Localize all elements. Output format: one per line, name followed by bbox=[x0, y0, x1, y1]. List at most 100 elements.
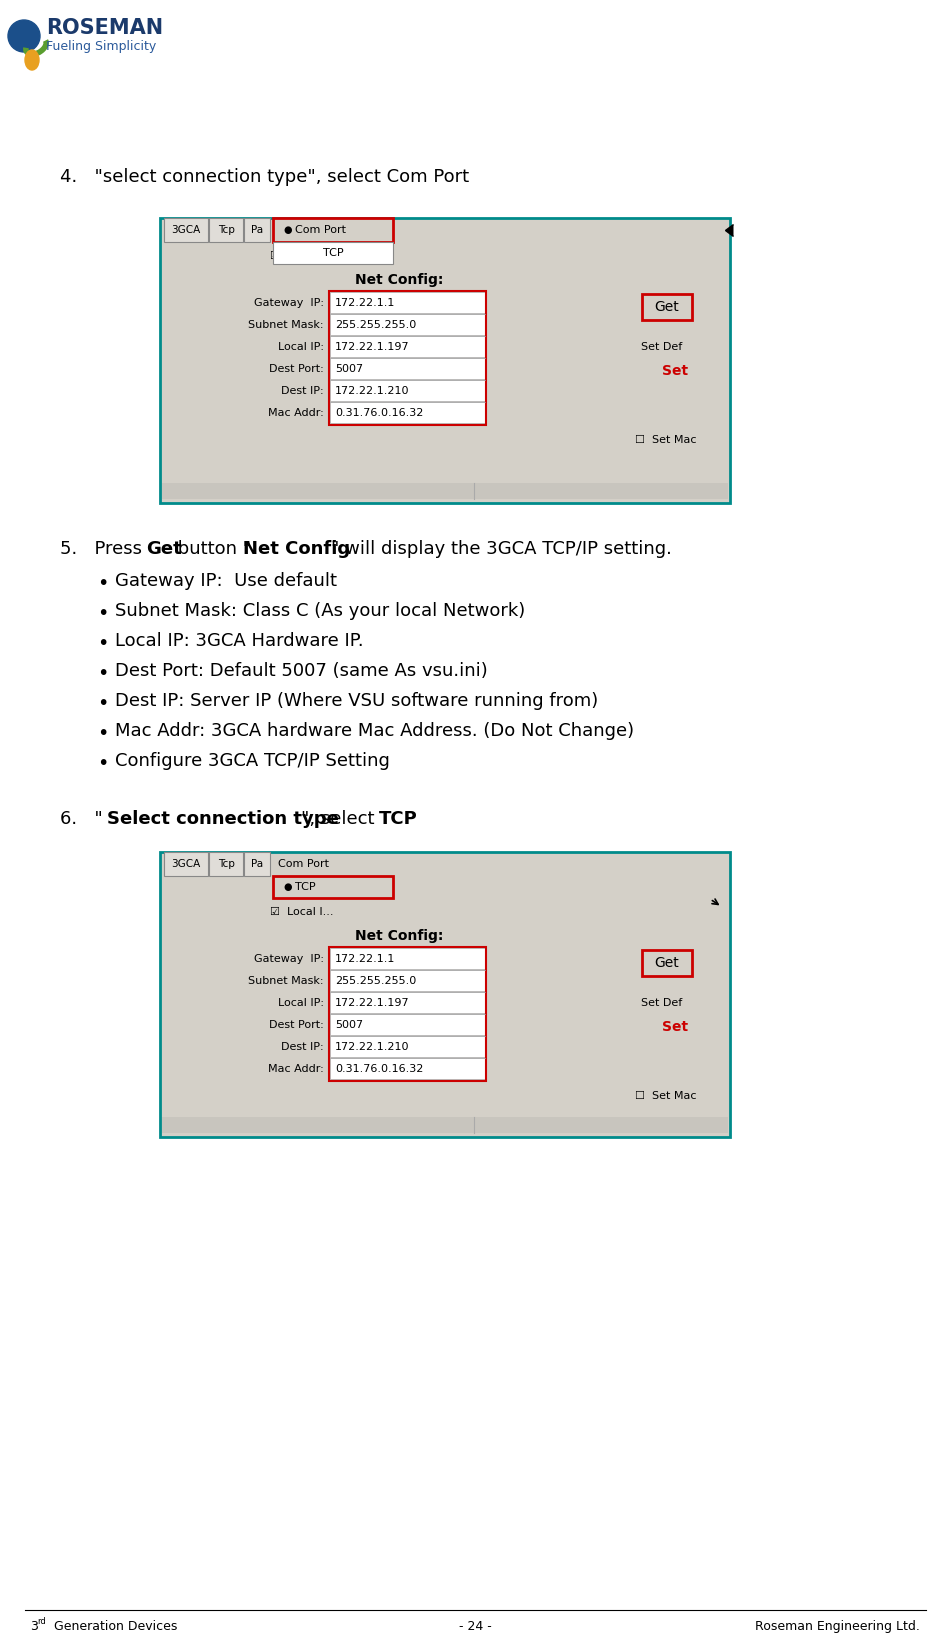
Text: Set: Set bbox=[662, 364, 689, 377]
Bar bbox=[160, 852, 730, 1137]
Text: Pa: Pa bbox=[251, 858, 263, 870]
Bar bbox=[330, 1058, 485, 1080]
Bar bbox=[330, 313, 485, 335]
Text: Net Config: Net Config bbox=[243, 540, 350, 558]
Text: 0.31.76.0.16.32: 0.31.76.0.16.32 bbox=[335, 409, 423, 418]
Text: Tcp: Tcp bbox=[218, 225, 235, 235]
Text: TCP: TCP bbox=[379, 811, 418, 829]
Text: Set: Set bbox=[662, 1021, 689, 1034]
Text: Com Port: Com Port bbox=[295, 225, 346, 235]
Text: ☑  Local I...: ☑ Local I... bbox=[270, 251, 334, 261]
Circle shape bbox=[8, 20, 40, 53]
Text: Set Def: Set Def bbox=[641, 998, 683, 1008]
Text: 3GCA: 3GCA bbox=[171, 225, 201, 235]
Bar bbox=[162, 482, 728, 499]
Text: 5007: 5007 bbox=[335, 1021, 363, 1031]
Bar bbox=[330, 381, 485, 400]
Text: Dest Port: Default 5007 (same As vsu.ini): Dest Port: Default 5007 (same As vsu.ini… bbox=[115, 661, 488, 679]
Text: Get: Get bbox=[654, 957, 679, 970]
Text: •: • bbox=[97, 724, 108, 743]
Text: 255.255.255.0: 255.255.255.0 bbox=[335, 320, 417, 330]
Text: •: • bbox=[97, 633, 108, 653]
Bar bbox=[209, 852, 243, 876]
Bar bbox=[244, 218, 270, 241]
Text: 3GCA: 3GCA bbox=[171, 858, 201, 870]
Bar bbox=[330, 970, 485, 991]
Text: Configure 3GCA TCP/IP Setting: Configure 3GCA TCP/IP Setting bbox=[115, 752, 390, 770]
Bar bbox=[164, 852, 208, 876]
Bar bbox=[642, 294, 692, 320]
Bar bbox=[164, 218, 208, 241]
Text: 6.   ": 6. " bbox=[60, 811, 103, 829]
Text: •: • bbox=[97, 753, 108, 773]
Text: Local IP:: Local IP: bbox=[278, 998, 324, 1008]
Text: 5.   Press: 5. Press bbox=[60, 540, 147, 558]
Text: 172.22.1.197: 172.22.1.197 bbox=[335, 998, 410, 1008]
Text: 172.22.1.1: 172.22.1.1 bbox=[335, 299, 396, 309]
Bar bbox=[330, 336, 485, 358]
Text: rd: rd bbox=[37, 1616, 46, 1626]
Text: button ": button " bbox=[172, 540, 251, 558]
Bar bbox=[330, 292, 485, 313]
Bar bbox=[330, 358, 485, 379]
Text: Dest IP: Server IP (Where VSU software running from): Dest IP: Server IP (Where VSU software r… bbox=[115, 693, 598, 711]
Bar bbox=[273, 876, 393, 898]
Text: Subnet Mask: Class C (As your local Network): Subnet Mask: Class C (As your local Netw… bbox=[115, 602, 525, 620]
Text: ROSEMAN: ROSEMAN bbox=[46, 18, 164, 38]
Bar bbox=[330, 1014, 485, 1035]
Text: Pa: Pa bbox=[251, 225, 263, 235]
Text: 172.22.1.210: 172.22.1.210 bbox=[335, 386, 410, 395]
Text: - 24 -: - 24 - bbox=[458, 1620, 492, 1633]
Text: Subnet Mask:: Subnet Mask: bbox=[248, 320, 324, 330]
Bar bbox=[330, 993, 485, 1012]
Text: Fueling Simplicity: Fueling Simplicity bbox=[46, 39, 156, 53]
Text: ●: ● bbox=[283, 225, 292, 235]
Text: Gateway IP:  Use default: Gateway IP: Use default bbox=[115, 573, 337, 591]
Bar bbox=[330, 402, 485, 423]
Text: •: • bbox=[97, 694, 108, 712]
Text: Com Port: Com Port bbox=[278, 858, 329, 870]
Text: 172.22.1.1: 172.22.1.1 bbox=[335, 953, 396, 963]
Text: ", select: ", select bbox=[301, 811, 380, 829]
Bar bbox=[273, 241, 393, 264]
Text: Net Config:: Net Config: bbox=[356, 929, 443, 944]
Text: ☑  Local I...: ☑ Local I... bbox=[270, 907, 334, 917]
Text: Mac Addr:: Mac Addr: bbox=[268, 409, 324, 418]
Text: 5007: 5007 bbox=[335, 364, 363, 374]
Ellipse shape bbox=[25, 49, 39, 71]
Text: 0.31.76.0.16.32: 0.31.76.0.16.32 bbox=[335, 1063, 423, 1073]
Text: TCP: TCP bbox=[322, 248, 343, 258]
Text: Gateway  IP:: Gateway IP: bbox=[254, 299, 324, 309]
Bar bbox=[209, 218, 243, 241]
Text: ●: ● bbox=[283, 881, 292, 893]
Bar bbox=[329, 290, 486, 425]
Text: Dest IP:: Dest IP: bbox=[281, 1042, 324, 1052]
Text: Local IP: 3GCA Hardware IP.: Local IP: 3GCA Hardware IP. bbox=[115, 632, 363, 650]
Bar bbox=[329, 947, 486, 1081]
Bar bbox=[160, 218, 730, 504]
Text: Tcp: Tcp bbox=[218, 858, 235, 870]
Text: 255.255.255.0: 255.255.255.0 bbox=[335, 976, 417, 986]
Text: ☐  Set Mac: ☐ Set Mac bbox=[635, 435, 696, 445]
Text: Gateway  IP:: Gateway IP: bbox=[254, 953, 324, 963]
Text: Dest IP:: Dest IP: bbox=[281, 386, 324, 395]
Text: Get: Get bbox=[654, 300, 679, 313]
Text: 172.22.1.210: 172.22.1.210 bbox=[335, 1042, 410, 1052]
Text: Mac Addr: 3GCA hardware Mac Address. (Do Not Change): Mac Addr: 3GCA hardware Mac Address. (Do… bbox=[115, 722, 634, 740]
Text: TCP: TCP bbox=[295, 881, 316, 893]
Text: Roseman Engineering Ltd.: Roseman Engineering Ltd. bbox=[755, 1620, 920, 1633]
Text: Get: Get bbox=[146, 540, 182, 558]
Bar bbox=[330, 1035, 485, 1057]
Text: 4.   "select connection type", select Com Port: 4. "select connection type", select Com … bbox=[60, 167, 469, 185]
Text: Set Def: Set Def bbox=[641, 341, 683, 353]
Text: •: • bbox=[97, 665, 108, 683]
Text: " will display the 3GCA TCP/IP setting.: " will display the 3GCA TCP/IP setting. bbox=[331, 540, 671, 558]
Text: 172.22.1.197: 172.22.1.197 bbox=[335, 341, 410, 353]
Bar bbox=[273, 218, 393, 241]
Text: Net Config:: Net Config: bbox=[356, 272, 443, 287]
Bar bbox=[330, 948, 485, 968]
Text: Generation Devices: Generation Devices bbox=[50, 1620, 178, 1633]
Text: 3: 3 bbox=[30, 1620, 38, 1633]
Text: Local IP:: Local IP: bbox=[278, 341, 324, 353]
Text: Subnet Mask:: Subnet Mask: bbox=[248, 976, 324, 986]
